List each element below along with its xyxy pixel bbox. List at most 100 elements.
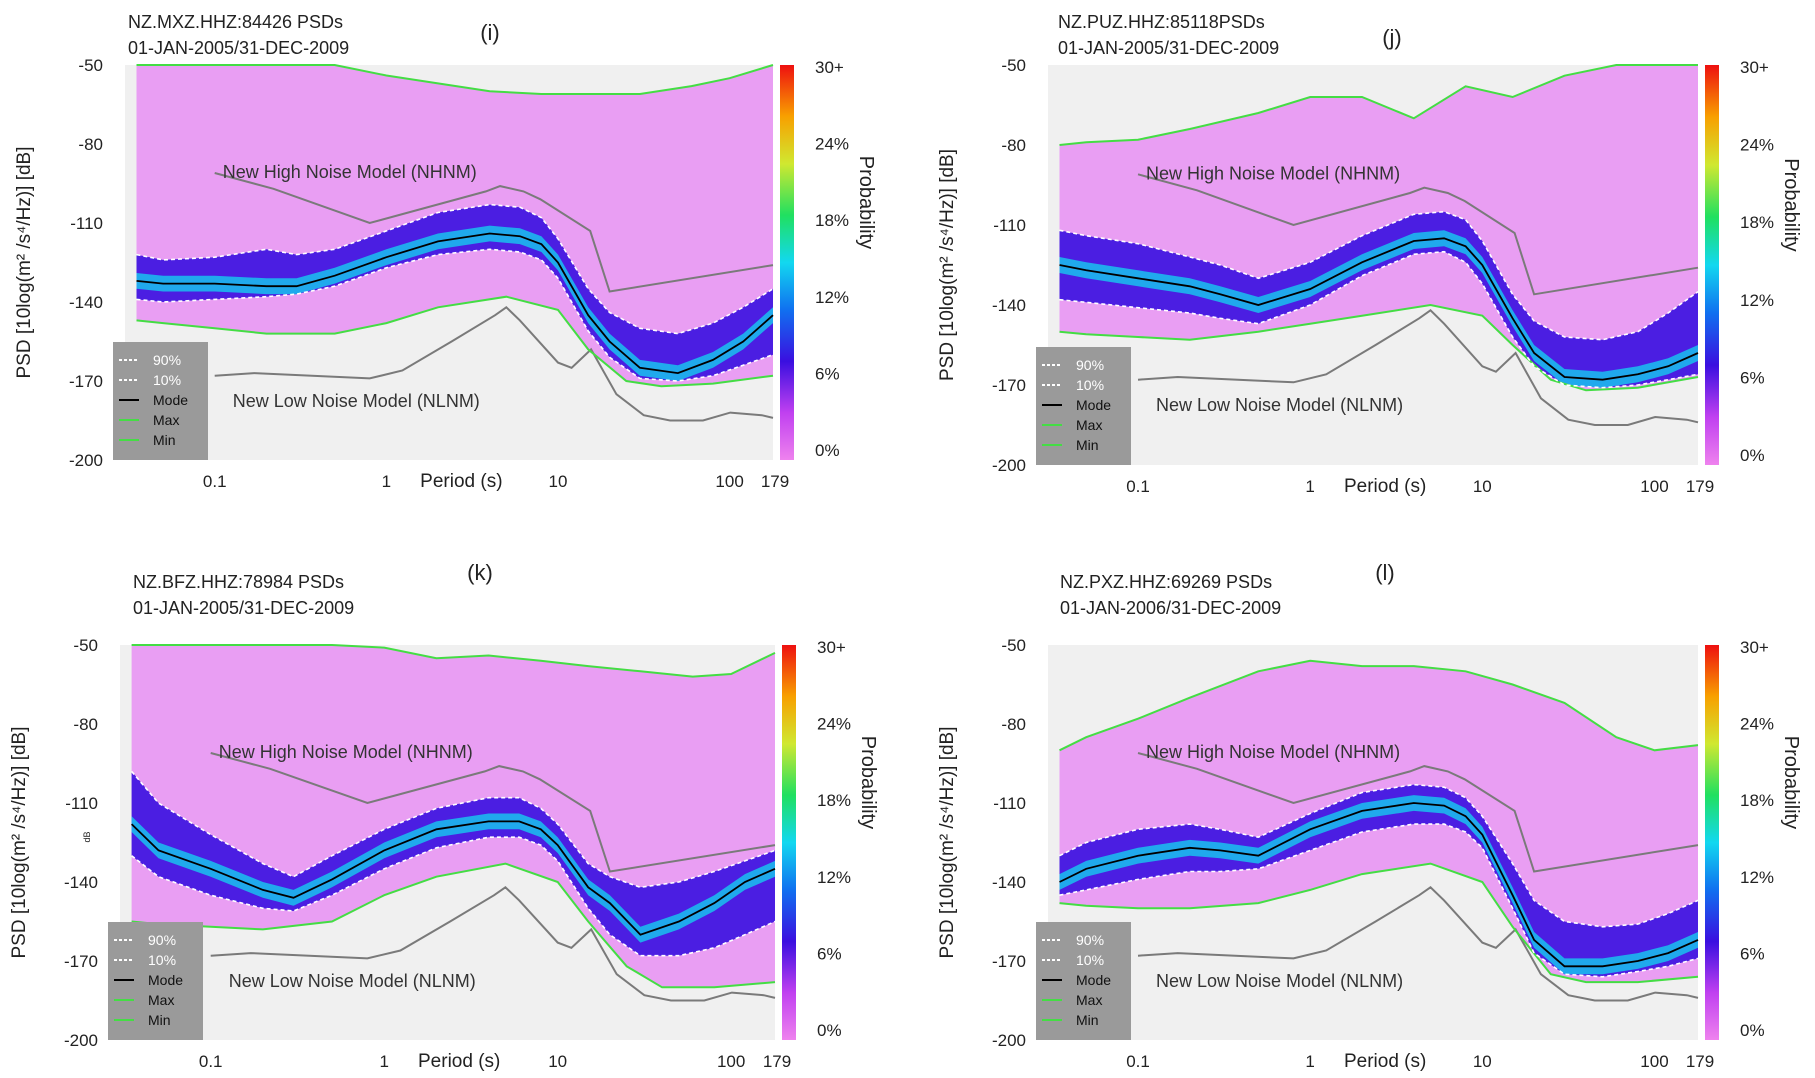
panel-label: (i) bbox=[480, 20, 500, 45]
colorbar-tick-label: 0% bbox=[815, 441, 840, 460]
colorbar-title: Probability bbox=[1780, 736, 1802, 829]
nhnm-line bbox=[210, 752, 776, 873]
x-tick-label: 179 bbox=[1686, 477, 1714, 496]
colorbar-tick-label: 24% bbox=[817, 715, 851, 734]
x-tick-label: 179 bbox=[761, 472, 789, 491]
mode-line bbox=[130, 820, 776, 936]
x-axis-title: Period (s) bbox=[418, 1051, 500, 1072]
density-core bbox=[136, 204, 773, 381]
legend-label: Mode bbox=[148, 972, 183, 988]
y-tick-label: -110 bbox=[65, 794, 98, 813]
min-line bbox=[131, 862, 776, 989]
y-tick-label: -140 bbox=[64, 873, 98, 892]
legend-label: 90% bbox=[148, 932, 176, 948]
panel-label: (k) bbox=[467, 560, 493, 585]
p90-line bbox=[1059, 210, 1699, 341]
p10-line bbox=[131, 836, 776, 957]
x-axis-title: Period (s) bbox=[1344, 476, 1426, 497]
panel-label: (l) bbox=[1375, 560, 1395, 585]
nhnm-line bbox=[1137, 752, 1699, 873]
nhnm-label: New High Noise Model (NHNM) bbox=[219, 742, 473, 762]
x-tick-label: 0.1 bbox=[199, 1052, 223, 1071]
y-tick-label: -80 bbox=[1001, 136, 1026, 155]
density-peak bbox=[131, 813, 776, 943]
y-tick-label: -170 bbox=[992, 376, 1026, 395]
y-tick-label: -50 bbox=[1001, 636, 1026, 655]
colorbar-tick-label: 0% bbox=[817, 1021, 842, 1040]
y-tick-label: -140 bbox=[992, 873, 1026, 892]
y-axis-title: PSD [10log(m² /s⁴/Hz)] [dB] bbox=[14, 147, 35, 379]
y-tick-label: -200 bbox=[992, 1031, 1026, 1050]
x-tick-label: 100 bbox=[1640, 477, 1668, 496]
panel-label: (j) bbox=[1382, 25, 1402, 50]
psd-panel: New High Noise Model (NHNM) New Low Noise… bbox=[14, 12, 877, 492]
y-tick-label: -110 bbox=[993, 216, 1026, 235]
colorbar-tick-label: 6% bbox=[1740, 368, 1765, 387]
colorbar-tick-label: 24% bbox=[1740, 136, 1774, 155]
colorbar-tick-label: 0% bbox=[1740, 1021, 1765, 1040]
legend-label: Max bbox=[148, 992, 174, 1008]
nlnm-line bbox=[210, 886, 776, 1002]
colorbar-title: Probability bbox=[855, 156, 877, 249]
panel-subtitle: 01-JAN-2005/31-DEC-2009 bbox=[1058, 38, 1279, 58]
colorbar bbox=[1705, 65, 1719, 465]
y-tick-label: -80 bbox=[1001, 715, 1026, 734]
legend-label: Min bbox=[153, 432, 176, 448]
y-tick-label: -110 bbox=[70, 214, 103, 233]
colorbar-tick-label: 12% bbox=[817, 868, 851, 887]
y-tick-label: -110 bbox=[993, 794, 1026, 813]
x-tick-label: 100 bbox=[715, 472, 743, 491]
panel-title: NZ.BFZ.HHZ:78984 PSDs bbox=[133, 572, 344, 592]
legend-label: Max bbox=[1076, 417, 1102, 433]
x-tick-label: 100 bbox=[1640, 1052, 1668, 1071]
panel-subtitle: 01-JAN-2005/31-DEC-2009 bbox=[128, 38, 349, 58]
legend-label: Min bbox=[1076, 1012, 1099, 1028]
legend-label: Mode bbox=[153, 392, 188, 408]
max-line bbox=[136, 64, 774, 95]
legend-label: Mode bbox=[1076, 397, 1111, 413]
y-tick-label: -200 bbox=[992, 456, 1026, 475]
y-tick-label: -200 bbox=[69, 451, 103, 470]
min-line bbox=[1059, 303, 1699, 392]
y-tick-label: -140 bbox=[69, 293, 103, 312]
x-tick-label: 10 bbox=[1473, 477, 1492, 496]
density-peak bbox=[136, 225, 773, 381]
x-tick-label: 1 bbox=[382, 472, 391, 491]
density-peak bbox=[1059, 795, 1698, 975]
max-line bbox=[1059, 64, 1698, 146]
y-tick-label: -170 bbox=[69, 372, 103, 391]
nlnm-label: New Low Noise Model (NLNM) bbox=[1156, 395, 1403, 415]
colorbar bbox=[780, 65, 794, 460]
x-tick-label: 10 bbox=[1473, 1052, 1492, 1071]
colorbar-tick-label: 30+ bbox=[815, 58, 844, 77]
psd-panel: New High Noise Model (NHNM) New Low Noise… bbox=[9, 560, 879, 1072]
nlnm-label: New Low Noise Model (NLNM) bbox=[229, 971, 476, 991]
colorbar-tick-label: 30+ bbox=[817, 638, 846, 657]
nlnm-label: New Low Noise Model (NLNM) bbox=[233, 391, 480, 411]
colorbar-tick-label: 18% bbox=[1740, 213, 1774, 232]
max-line bbox=[131, 644, 776, 678]
y-tick-label: -50 bbox=[78, 56, 103, 75]
colorbar-tick-label: 6% bbox=[815, 364, 840, 383]
density-core bbox=[1059, 784, 1698, 977]
y-tick-label: -80 bbox=[78, 135, 103, 154]
p90-line bbox=[130, 770, 776, 889]
panel-subtitle: 01-JAN-2005/31-DEC-2009 bbox=[133, 598, 354, 618]
x-tick-label: 0.1 bbox=[203, 472, 227, 491]
y-tick-label: -140 bbox=[992, 296, 1026, 315]
colorbar-tick-label: 18% bbox=[815, 211, 849, 230]
colorbar-tick-label: 24% bbox=[815, 135, 849, 154]
nlnm-label: New Low Noise Model (NLNM) bbox=[1156, 971, 1403, 991]
min-line bbox=[136, 295, 774, 388]
y-tick-label: -50 bbox=[1001, 56, 1026, 75]
legend-label: 90% bbox=[1076, 357, 1104, 373]
x-tick-label: 1 bbox=[379, 1052, 388, 1071]
legend-label: Mode bbox=[1076, 972, 1111, 988]
x-tick-label: 10 bbox=[548, 1052, 567, 1071]
p90-line bbox=[1059, 783, 1699, 928]
psd-panel: New High Noise Model (NHNM) New Low Noise… bbox=[937, 560, 1802, 1072]
legend-label: 90% bbox=[1076, 932, 1104, 948]
x-axis-title: Period (s) bbox=[1344, 1051, 1426, 1072]
mode-line bbox=[1059, 237, 1699, 381]
density-core bbox=[1059, 211, 1698, 388]
